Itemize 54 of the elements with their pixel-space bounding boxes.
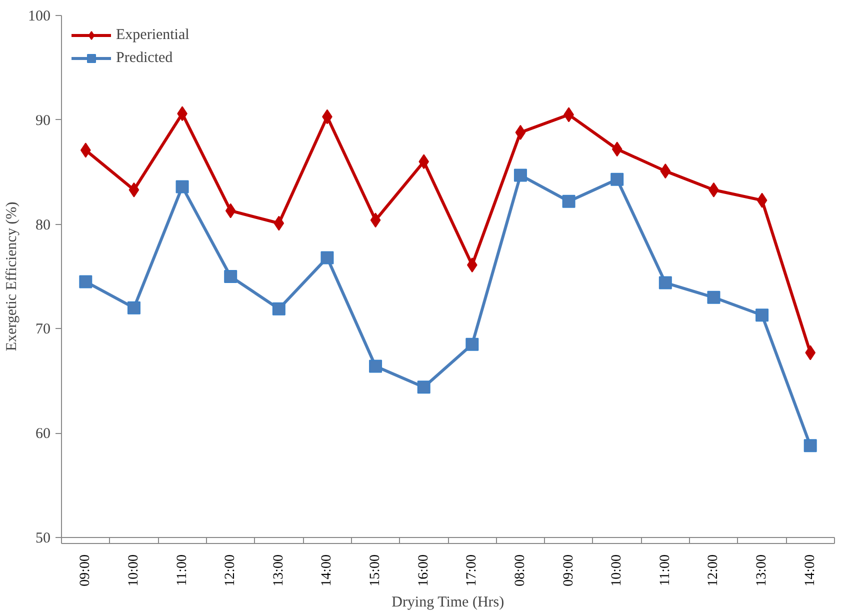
point [418, 154, 430, 170]
point [274, 216, 284, 231]
y-tick-label: 60 [36, 426, 50, 442]
point [514, 168, 527, 182]
x-tick-label: 11:00 [658, 554, 673, 586]
point [466, 338, 479, 351]
point [320, 251, 334, 264]
legend-label: Experiential [116, 26, 190, 44]
point [128, 182, 140, 198]
point [80, 142, 91, 158]
x-tick-label: 11:00 [174, 554, 190, 586]
point [127, 301, 140, 314]
x-tick-label: 12:00 [223, 554, 238, 586]
point [515, 124, 526, 140]
point [756, 308, 769, 322]
point [562, 194, 576, 208]
point [417, 380, 430, 394]
point [369, 360, 382, 373]
point [660, 164, 671, 179]
point [658, 276, 672, 290]
x-tick-label: 14:00 [320, 554, 335, 586]
x-tick-label: 15:00 [368, 554, 384, 586]
point [612, 142, 622, 157]
point [610, 172, 624, 186]
x-tick-label: 13:00 [754, 554, 770, 586]
x-tick-label: 10:00 [126, 554, 142, 586]
point [225, 203, 236, 218]
y-tick-label: 70 [36, 322, 50, 338]
point [176, 180, 189, 194]
y-axis-title: Exergetic Efficiency (%) [4, 202, 20, 352]
x-tick-label: 08:00 [512, 554, 528, 586]
x-tick-label: 16:00 [416, 554, 432, 586]
y-tick-label: 80 [36, 217, 50, 234]
x-axis-title: Drying Time (Hrs) [392, 594, 504, 610]
point [707, 290, 720, 304]
y-tick-label: 50 [36, 530, 50, 546]
x-tick-label: 10:00 [610, 554, 625, 586]
y-tick-label: 90 [36, 112, 50, 129]
legend-label: Predicted [116, 50, 173, 66]
point [224, 270, 238, 283]
x-tick-label: 13:00 [271, 554, 286, 586]
x-tick-label: 12:00 [706, 554, 722, 586]
point [79, 275, 92, 288]
point [272, 302, 286, 316]
x-tick-label: 09:00 [78, 554, 94, 586]
y-tick-label: 100 [28, 8, 50, 24]
point [805, 345, 816, 360]
x-tick-label: 14:00 [802, 554, 818, 586]
point [804, 439, 817, 452]
point [370, 212, 381, 228]
point [756, 192, 768, 208]
point [466, 258, 478, 273]
x-tick-label: 17:00 [464, 554, 480, 586]
x-tick-label: 09:00 [561, 554, 576, 586]
